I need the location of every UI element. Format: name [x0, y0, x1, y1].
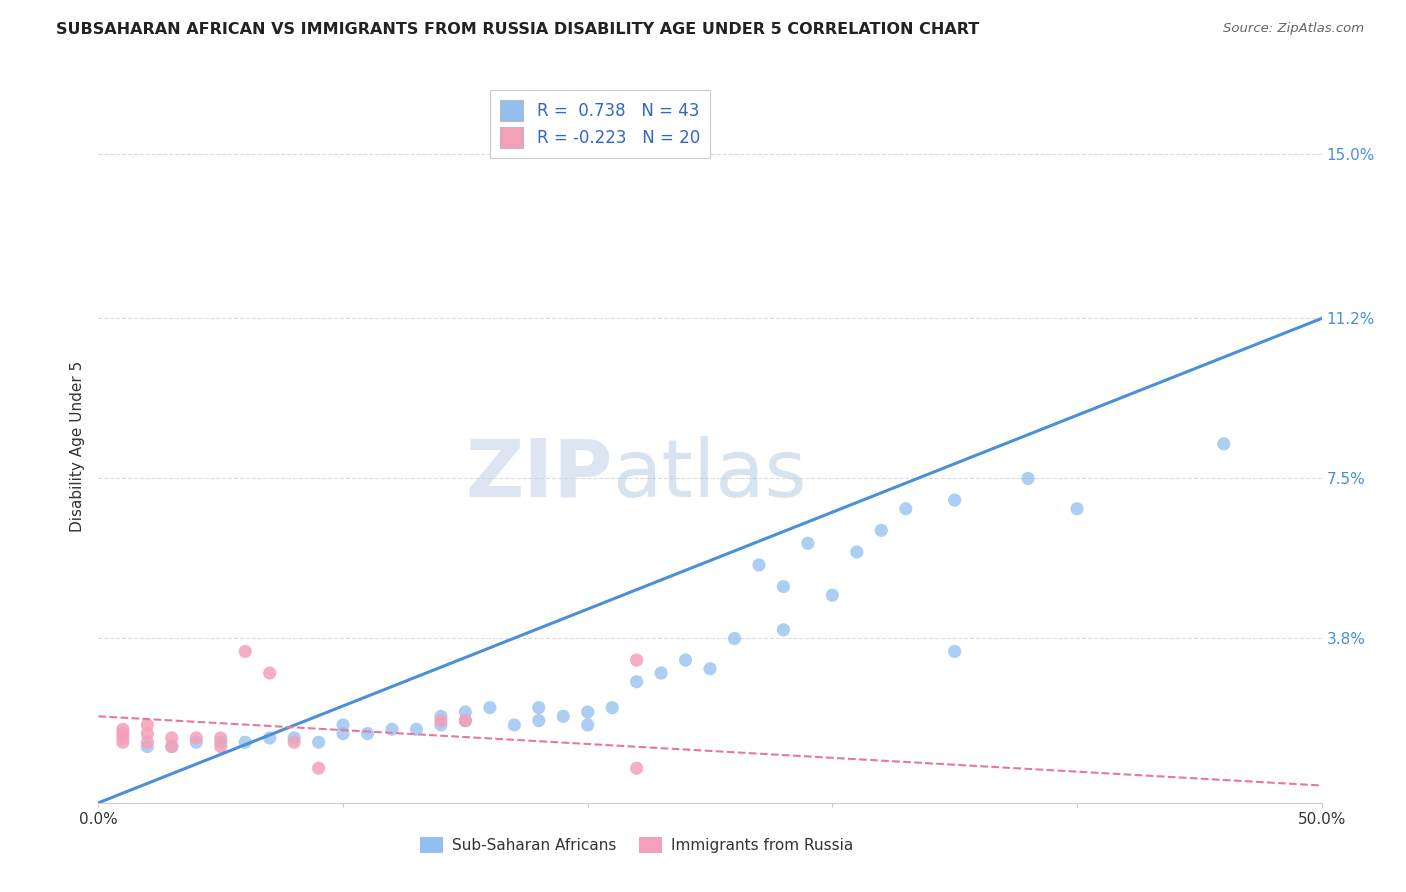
Point: [209, 731, 232, 745]
Point: [527, 700, 550, 714]
Point: [259, 666, 281, 681]
Point: [186, 735, 208, 749]
Point: [576, 718, 599, 732]
Point: [186, 731, 208, 745]
Point: [553, 709, 575, 723]
Point: [894, 501, 917, 516]
Point: [160, 739, 183, 754]
Y-axis label: Disability Age Under 5: Disability Age Under 5: [69, 360, 84, 532]
Point: [943, 493, 966, 508]
Point: [748, 558, 770, 572]
Point: [478, 700, 501, 714]
Text: SUBSAHARAN AFRICAN VS IMMIGRANTS FROM RUSSIA DISABILITY AGE UNDER 5 CORRELATION : SUBSAHARAN AFRICAN VS IMMIGRANTS FROM RU…: [56, 22, 980, 37]
Point: [136, 739, 159, 754]
Point: [160, 731, 183, 745]
Point: [454, 714, 477, 728]
Point: [650, 666, 672, 681]
Point: [626, 761, 648, 775]
Point: [209, 739, 232, 754]
Point: [870, 524, 893, 538]
Point: [209, 735, 232, 749]
Point: [626, 674, 648, 689]
Point: [772, 580, 794, 594]
Point: [600, 700, 623, 714]
Point: [308, 761, 330, 775]
Point: [259, 731, 281, 745]
Point: [576, 705, 599, 719]
Point: [111, 731, 134, 745]
Text: atlas: atlas: [612, 435, 807, 514]
Point: [1212, 437, 1234, 451]
Point: [405, 723, 427, 737]
Legend: Sub-Saharan Africans, Immigrants from Russia: Sub-Saharan Africans, Immigrants from Ru…: [413, 830, 859, 859]
Point: [626, 653, 648, 667]
Point: [111, 723, 134, 737]
Point: [332, 718, 354, 732]
Point: [772, 623, 794, 637]
Point: [160, 739, 183, 754]
Point: [821, 588, 844, 602]
Point: [356, 726, 378, 740]
Point: [454, 714, 477, 728]
Point: [845, 545, 868, 559]
Point: [1017, 471, 1039, 485]
Point: [723, 632, 745, 646]
Point: [233, 735, 256, 749]
Text: ZIP: ZIP: [465, 435, 612, 514]
Point: [111, 735, 134, 749]
Point: [136, 735, 159, 749]
Point: [430, 714, 453, 728]
Point: [699, 662, 721, 676]
Point: [943, 644, 966, 658]
Point: [430, 709, 453, 723]
Point: [454, 705, 477, 719]
Point: [233, 644, 256, 658]
Point: [797, 536, 820, 550]
Point: [527, 714, 550, 728]
Point: [381, 723, 404, 737]
Point: [308, 735, 330, 749]
Point: [503, 718, 526, 732]
Point: [136, 718, 159, 732]
Point: [283, 731, 305, 745]
Point: [111, 726, 134, 740]
Point: [332, 726, 354, 740]
Point: [430, 718, 453, 732]
Point: [1066, 501, 1088, 516]
Point: [675, 653, 697, 667]
Point: [283, 735, 305, 749]
Point: [136, 726, 159, 740]
Text: Source: ZipAtlas.com: Source: ZipAtlas.com: [1223, 22, 1364, 36]
